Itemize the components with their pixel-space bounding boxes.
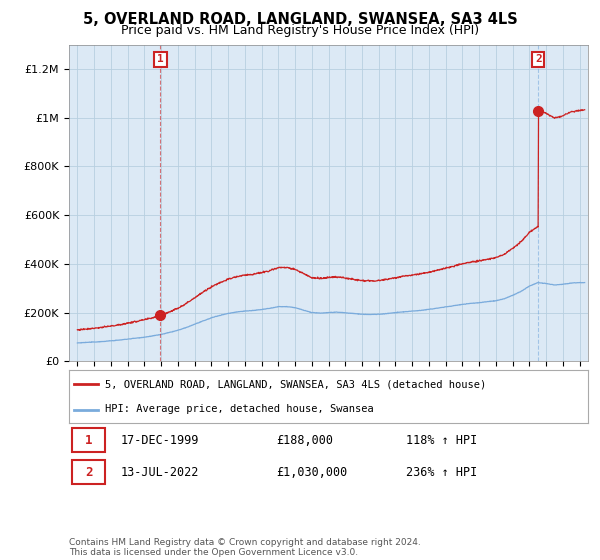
Text: 1: 1 (85, 433, 92, 447)
FancyBboxPatch shape (71, 428, 106, 452)
Text: £1,030,000: £1,030,000 (277, 465, 348, 479)
Text: 2: 2 (85, 465, 92, 479)
Text: Contains HM Land Registry data © Crown copyright and database right 2024.
This d: Contains HM Land Registry data © Crown c… (69, 538, 421, 557)
Text: 118% ↑ HPI: 118% ↑ HPI (406, 433, 478, 447)
Text: 5, OVERLAND ROAD, LANGLAND, SWANSEA, SA3 4LS (detached house): 5, OVERLAND ROAD, LANGLAND, SWANSEA, SA3… (106, 380, 487, 390)
Text: 13-JUL-2022: 13-JUL-2022 (121, 465, 199, 479)
Text: HPI: Average price, detached house, Swansea: HPI: Average price, detached house, Swan… (106, 404, 374, 414)
Text: Price paid vs. HM Land Registry's House Price Index (HPI): Price paid vs. HM Land Registry's House … (121, 24, 479, 36)
Text: 2: 2 (535, 54, 542, 64)
Text: 1: 1 (157, 54, 164, 64)
Text: 17-DEC-1999: 17-DEC-1999 (121, 433, 199, 447)
Text: £188,000: £188,000 (277, 433, 334, 447)
FancyBboxPatch shape (71, 460, 106, 484)
Text: 5, OVERLAND ROAD, LANGLAND, SWANSEA, SA3 4LS: 5, OVERLAND ROAD, LANGLAND, SWANSEA, SA3… (83, 12, 517, 27)
Text: 236% ↑ HPI: 236% ↑ HPI (406, 465, 478, 479)
